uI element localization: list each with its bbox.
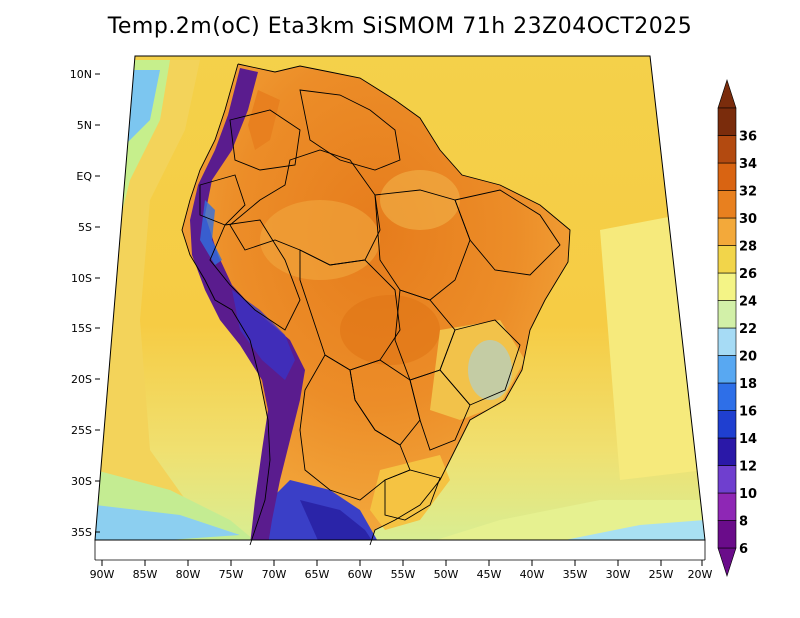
lon-label: 65W (305, 568, 330, 581)
border-brazil-states-2 (454, 189, 561, 276)
colorbar-top-arrow (717, 79, 737, 109)
colorbar-swatch (717, 520, 737, 549)
lon-label: 70W (262, 568, 287, 581)
lon-label: 40W (520, 568, 545, 581)
colorbar-swatch (717, 382, 737, 411)
lat-label: 5N (77, 119, 92, 132)
colorbar-label: 8 (739, 515, 748, 530)
border-venezuela-guyana (299, 89, 401, 171)
colorbar-swatch (717, 217, 737, 246)
lon-label: 45W (477, 568, 502, 581)
patagonia-colder (300, 500, 375, 540)
colorbar-swatch (717, 355, 737, 384)
colorbar-swatch (717, 492, 737, 521)
colorbar-label: 16 (739, 405, 757, 420)
amazon-patch-1 (260, 200, 380, 280)
lat-label: 5S (78, 221, 92, 234)
colorbar-label: 34 (739, 157, 757, 172)
colorbar-label: 12 (739, 460, 757, 475)
colorbar-swatch (717, 245, 737, 274)
colorbar-label: 18 (739, 377, 757, 392)
lat-label: 10N (70, 68, 92, 81)
lat-label: 35S (71, 526, 92, 539)
lon-label: 50W (434, 568, 459, 581)
lat-label: EQ (76, 170, 92, 183)
lon-label: 60W (348, 568, 373, 581)
colorbar-swatch (717, 272, 737, 301)
colorbar-label: 26 (739, 267, 757, 282)
lon-label: 80W (176, 568, 201, 581)
lon-label: 30W (606, 568, 631, 581)
colorbar-swatch (717, 465, 737, 494)
border-brazil-states-1 (374, 189, 471, 301)
central-hot-patch (340, 295, 440, 365)
lat-label: 15S (71, 322, 92, 335)
andes-north-cold (200, 200, 222, 265)
lon-label: 25W (649, 568, 674, 581)
pacific-warm-band (95, 60, 250, 540)
colorbar-label: 30 (739, 212, 757, 227)
colorbar-swatch (717, 327, 737, 356)
amazon-patch-2 (380, 170, 460, 230)
colorbar-label: 28 (739, 240, 757, 255)
lat-label: 20S (71, 373, 92, 386)
map-domain (95, 56, 705, 540)
colorbar-label: 6 (739, 542, 748, 557)
map-title: Temp.2m(oC) Eta3km SiSMOM 71h 23Z04OCT20… (107, 14, 693, 39)
border-colombia (229, 109, 301, 171)
lat-label: 25S (71, 424, 92, 437)
colorbar-label: 24 (739, 295, 757, 310)
colorbar-label: 10 (739, 487, 757, 502)
altiplano-cold (232, 290, 295, 380)
country-borders (181, 63, 571, 546)
colorbar-label: 20 (739, 350, 757, 365)
colorbar-swatch (717, 162, 737, 191)
lon-label: 55W (391, 568, 416, 581)
colorbar-label: 36 (739, 130, 757, 145)
colorbar-swatch (717, 410, 737, 439)
colorbar-label: 14 (739, 432, 757, 447)
colorbar-label: 22 (739, 322, 757, 337)
lon-label: 20W (688, 568, 713, 581)
andes-valley (248, 90, 280, 150)
border-ecuador (199, 174, 246, 226)
colorbar-swatch (717, 437, 737, 466)
border-brazil-states-5 (409, 369, 471, 451)
lon-axis: 90W 85W 80W 75W 70W 65W 60W 55W 50W 45W … (90, 540, 713, 581)
lat-axis: 10N 5N EQ 5S 10S 15S 20S 25S 30S 35S (70, 68, 100, 539)
colorbar-swatch (717, 107, 737, 136)
colorbar: 6 8 10 12 14 16 18 20 22 24 26 28 30 32 34 36 (717, 79, 757, 577)
lon-label: 90W (90, 568, 115, 581)
minas-cool-patch (468, 340, 512, 400)
pacific-cold-band-south (95, 505, 240, 540)
atlantic-cold-band (540, 520, 705, 540)
border-uruguay (384, 469, 441, 521)
lon-label: 85W (133, 568, 158, 581)
colorbar-bottom-arrow (717, 547, 737, 577)
colorbar-swatch (717, 190, 737, 219)
colorbar-label: 32 (739, 185, 757, 200)
border-peru (209, 219, 301, 331)
pacific-coastline (181, 63, 271, 546)
lat-label: 30S (71, 475, 92, 488)
colorbar-swatch (717, 135, 737, 164)
atlantic-coastline (237, 63, 571, 546)
lon-label: 35W (563, 568, 588, 581)
colorbar-swatch (717, 300, 737, 329)
lon-label: 75W (219, 568, 244, 581)
south-brazil-mild (370, 455, 450, 530)
lat-label: 10S (71, 272, 92, 285)
